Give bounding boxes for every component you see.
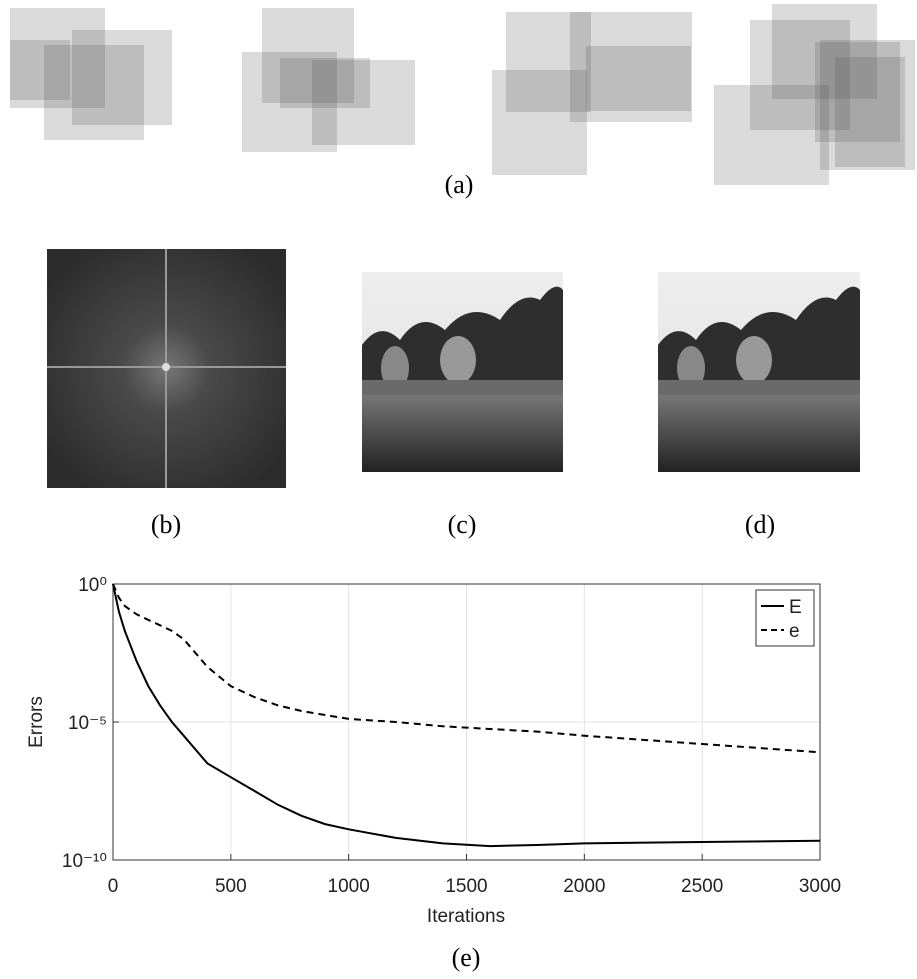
collage-images bbox=[10, 4, 915, 185]
x-tick-label: 0 bbox=[108, 876, 119, 897]
line-series bbox=[112, 583, 821, 754]
legend-box bbox=[755, 589, 815, 647]
x-tick-label: 500 bbox=[215, 876, 247, 897]
fft-image bbox=[47, 249, 286, 488]
legend-label: e bbox=[789, 621, 800, 642]
line-series bbox=[112, 583, 821, 848]
landscape-images bbox=[362, 272, 860, 472]
caption: (b) bbox=[151, 510, 181, 539]
y-tick-label: 10⁻¹⁰ bbox=[62, 851, 107, 872]
caption: (d) bbox=[745, 510, 775, 539]
x-tick-label: 3000 bbox=[799, 876, 841, 897]
x-axis-label: Iterations bbox=[427, 906, 505, 927]
x-tick-label: 1500 bbox=[445, 876, 487, 897]
y-axis-label: Errors bbox=[26, 696, 47, 748]
caption: (c) bbox=[448, 510, 477, 539]
caption: (e) bbox=[452, 943, 481, 972]
legend-label: E bbox=[789, 597, 802, 618]
caption: (a) bbox=[445, 170, 474, 199]
x-tick-label: 2500 bbox=[681, 876, 723, 897]
chart: Iterations Errors 0 500 1000 1500 2000 2500 30… bbox=[26, 575, 841, 927]
y-tick-label: 10⁻⁵ bbox=[68, 713, 107, 734]
axes-box bbox=[112, 583, 821, 861]
x-tick-label: 1000 bbox=[328, 876, 370, 897]
x-tick-label: 2000 bbox=[563, 876, 605, 897]
y-tick-label: 10⁰ bbox=[78, 575, 107, 596]
